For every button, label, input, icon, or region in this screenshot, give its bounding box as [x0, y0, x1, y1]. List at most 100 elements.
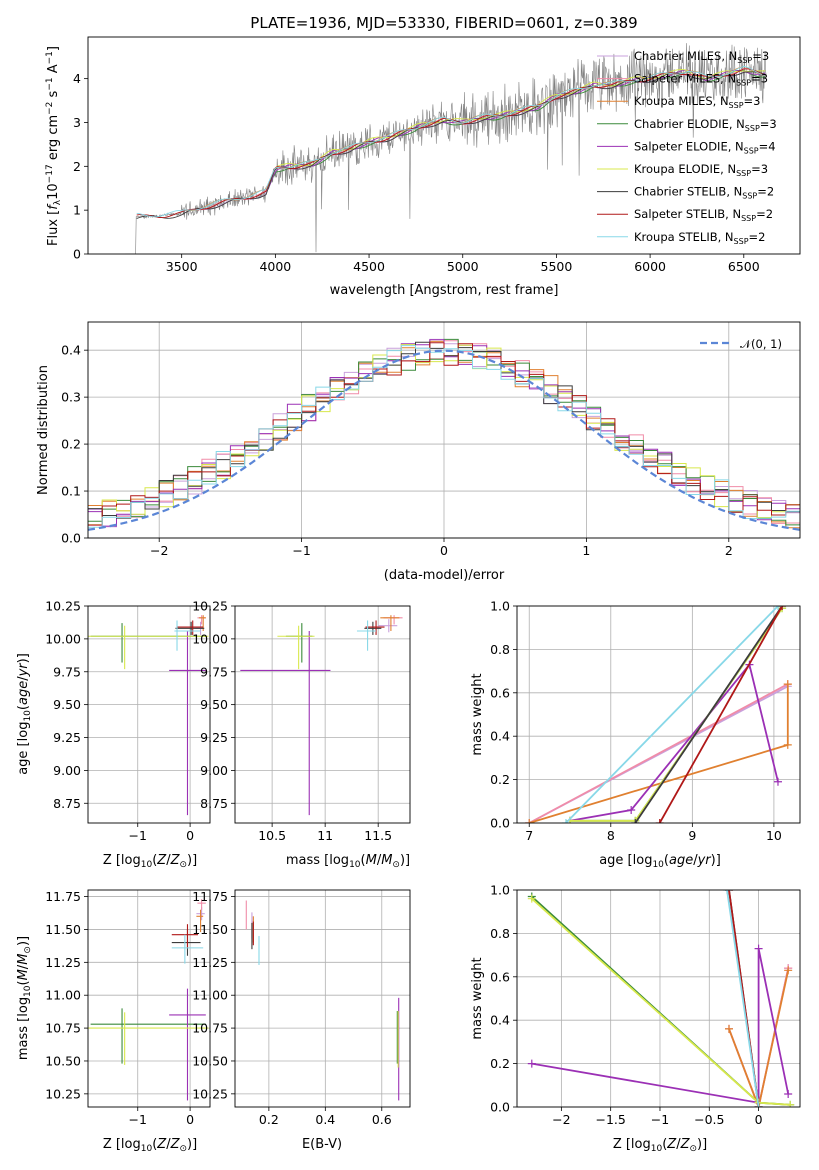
label-part: erg cm — [46, 115, 61, 164]
y-tick-label: 0.2 — [61, 437, 81, 452]
y-tick-label: 10.25 — [192, 599, 228, 614]
errorbar-salpeter-miles — [197, 615, 206, 625]
y-tick-label: 11.00 — [45, 988, 81, 1003]
label-part: yr — [16, 662, 31, 678]
weight-series-salpeter-elodie — [566, 660, 782, 823]
label-part: age [log — [16, 722, 31, 775]
y-tick-label: 10.50 — [192, 1053, 228, 1068]
y-tick-label: 11.75 — [45, 889, 81, 904]
errorbar-kroupa-miles — [196, 909, 204, 933]
weight-line — [570, 607, 783, 822]
legend-label-text: Chabrier STELIB, N — [634, 185, 742, 199]
y-tick-label: 1.0 — [490, 883, 510, 898]
x-tick-label: 9 — [688, 828, 696, 843]
label-part: Z — [156, 1137, 167, 1152]
label-part: 10 — [23, 985, 33, 997]
plot-area-residuals — [88, 338, 800, 531]
y-tick-label: 0.2 — [490, 772, 510, 787]
x-tick-label: 10.5 — [258, 828, 286, 843]
weight-point — [784, 966, 793, 975]
label-part: Z [log — [103, 853, 141, 868]
label-part: ⊙ — [689, 1144, 697, 1154]
y-axis-label: mass weight — [470, 957, 485, 1039]
weight-point — [778, 606, 787, 610]
errorbar-kroupa-elodie — [88, 625, 209, 670]
y-tick-label: 1 — [73, 203, 81, 218]
legend-label-sub: SSP — [736, 79, 751, 88]
legend-label-text: Salpeter STELIB, N — [634, 207, 741, 221]
normal-curve — [88, 349, 800, 531]
weight-series-kroupa-stelib — [561, 606, 782, 823]
label-part: M — [381, 853, 392, 868]
legend-label-suffix: =2 — [757, 185, 774, 199]
panel-mass-vs-ebv: 0.2 0.4 0.6 10.25 10.50 10.75 11.00 11.25 11.50 1… — [192, 889, 411, 1127]
axes-frame — [516, 889, 801, 1108]
chart-title: PLATE=1936, MJD=53330, FIBERID=0601, z=0… — [250, 14, 637, 32]
axes-frame — [516, 605, 801, 824]
label-part: ( — [16, 705, 31, 710]
legend-label-sub: SSP — [745, 124, 760, 133]
weight-point — [527, 1059, 536, 1068]
x-axis-label: Z [log10(Z/Z⊙)] — [103, 1137, 197, 1154]
legend-label-text: Kroupa ELODIE, N — [634, 162, 736, 176]
y-tick-label: 0 — [73, 247, 81, 262]
y-axis-label-text: Flux [fλ10−17 erg cm−2 s−1 A−1] — [45, 46, 63, 246]
weight-line — [528, 683, 789, 823]
y-tick-label: 10.25 — [45, 599, 81, 614]
label-part: )] — [16, 936, 31, 946]
label-part: −1 — [45, 51, 55, 64]
legend-label-suffix: =3 — [752, 49, 769, 63]
x-tick-label: 7 — [525, 828, 533, 843]
weight-point — [754, 944, 763, 953]
errorbar-kroupa-elodie — [277, 625, 315, 670]
x-tick-label: −1.5 — [595, 1112, 625, 1127]
weight-line — [531, 898, 791, 1106]
y-tick-label: 11.50 — [192, 922, 228, 937]
label-part: / — [16, 964, 31, 969]
label-part: mass [log — [286, 853, 349, 868]
x-tick-label: −1 — [129, 828, 147, 843]
y-tick-label: 9.25 — [200, 730, 228, 745]
y-tick-label: 4 — [73, 71, 81, 86]
axes-frame — [87, 321, 801, 539]
weight-series-kroupa-elodie — [566, 606, 787, 823]
errorbar-salpeter-miles — [197, 899, 206, 910]
label-part: M — [366, 853, 377, 868]
label-part: yr — [697, 853, 713, 868]
weight-line — [531, 948, 790, 1104]
x-tick-label: 0 — [186, 1112, 194, 1127]
legend-label-sub: SSP — [734, 237, 749, 246]
y-tick-label: 0.8 — [490, 926, 510, 941]
x-tick-label: 1 — [582, 543, 590, 558]
weight-point — [561, 819, 570, 823]
weight-line — [726, 890, 760, 1107]
panel-weight-vs-age: 7 8 9 10 0.0 0.2 0.4 0.6 0.8 1.0 — [490, 599, 801, 843]
y-tick-label: 8.75 — [200, 796, 228, 811]
label-part: f — [46, 203, 61, 210]
weight-line — [728, 970, 790, 1107]
x-tick-label: 10 — [766, 828, 782, 843]
legend-label-text: Salpeter MILES, N — [634, 72, 736, 86]
label-part: 10 — [46, 183, 61, 200]
panel-age-vs-mass: 10.5 11 11.5 8.75 9.00 9.25 9.50 9.75 10.00 10.25 — [192, 599, 411, 843]
y-axis-label: Flux [fλ10−17 erg cm−2 s−1 A−1] — [45, 46, 63, 246]
axes-frame — [87, 889, 211, 1108]
y-tick-label: 10.00 — [192, 631, 228, 646]
label-part: / — [693, 853, 698, 868]
y-tick-label: 10.75 — [45, 1021, 81, 1036]
legend-label-sub: SSP — [742, 192, 757, 201]
plot-area-mass-vs-ebv — [245, 900, 400, 1101]
legend-label-kroupa-stelib: Kroupa STELIB, NSSP=2 — [634, 230, 765, 246]
y-tick-label: 9.50 — [200, 697, 228, 712]
label-part: Z — [170, 853, 181, 868]
label-part: )] — [697, 1137, 707, 1152]
legend-label-text: Chabrier ELODIE, N — [634, 117, 745, 131]
x-axis-label: wavelength [Angstrom, rest frame] — [330, 283, 559, 298]
label-part: Z — [156, 853, 167, 868]
label-part: ( — [16, 980, 31, 985]
errorbar-salpeter-elodie — [240, 630, 331, 816]
y-tick-label: 0.6 — [490, 969, 510, 984]
label-part: 10 — [141, 860, 153, 870]
